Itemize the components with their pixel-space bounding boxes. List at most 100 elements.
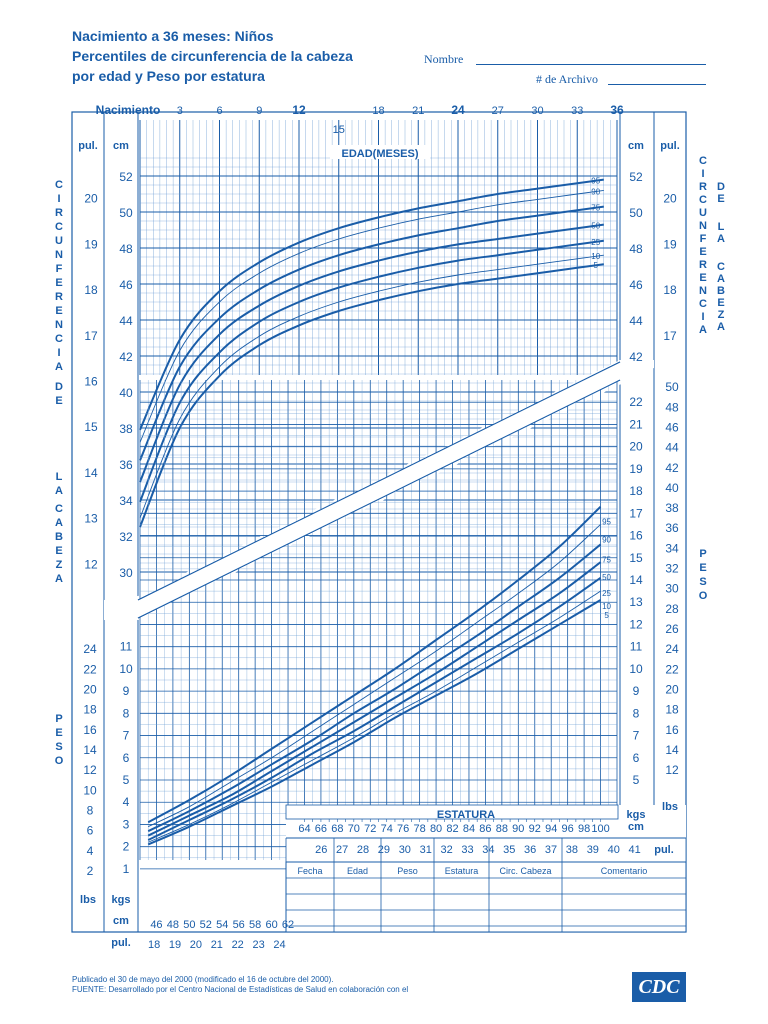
wl-kg-tick-left: 3 <box>123 817 130 831</box>
wl-cm-tick-strip: 92 <box>529 823 541 835</box>
wl-lb-tick-right: 30 <box>665 582 679 596</box>
wl-percentile-75 <box>147 543 602 833</box>
hc-in-tick-left: 17 <box>84 329 98 343</box>
wl-cm-tick-bottom: 58 <box>249 919 261 931</box>
wl-lb-tick-right: 28 <box>665 602 679 616</box>
wl-lb-tick-right: 14 <box>665 743 679 757</box>
hc-ylabel-right-4: A <box>717 321 725 333</box>
wl-percentile-25 <box>147 576 602 841</box>
wl-lb-tick-left: 14 <box>83 743 97 757</box>
record-table-header: Estatura <box>445 866 479 876</box>
wl-percentile-10 <box>148 590 601 843</box>
wl-cm-tick-bottom: 60 <box>265 919 277 931</box>
wl-kg-tick-right: 15 <box>629 551 643 565</box>
hc-percentile-label-25: 25 <box>591 238 600 247</box>
record-field[interactable] <box>608 84 706 85</box>
wl-in-tick-strip: 35 <box>503 844 515 856</box>
wl-ylabel-right: E <box>699 562 706 574</box>
wl-unit-in-strip: pul. <box>654 844 674 856</box>
wl-kg-tick-right: 16 <box>629 529 643 543</box>
wl-in-tick-strip: 28 <box>357 844 369 856</box>
hc-percentile-50 <box>139 223 604 483</box>
age-tick-label: 3 <box>177 105 183 117</box>
wl-kg-tick-left: 1 <box>123 862 130 876</box>
wl-kg-tick-right: 10 <box>629 662 643 676</box>
wl-ylabel-left: E <box>55 727 62 739</box>
wl-kg-tick-right: 9 <box>633 684 640 698</box>
wl-cm-tick-strip: 88 <box>496 823 508 835</box>
wl-cm-tick-strip: 96 <box>562 823 574 835</box>
wl-percentile-label-25: 25 <box>602 589 611 598</box>
hc-ylabel-left-4: C <box>55 503 63 515</box>
wl-cm-tick-bottom: 54 <box>216 919 228 931</box>
wl-in-tick-strip: 39 <box>587 844 599 856</box>
chart-title: Nacimiento a 36 meses: Niños Percentiles… <box>72 26 353 86</box>
hc-ylabel-left-4: A <box>55 517 63 529</box>
hc-ylabel-right-1: R <box>699 259 707 271</box>
wl-lb-tick-right: 36 <box>665 521 679 535</box>
hc-percentile-label-95: 95 <box>591 177 600 186</box>
hc-percentile-95 <box>139 178 604 431</box>
wl-unit-cm-bottom: cm <box>113 915 129 927</box>
hc-ylabel-right-3: A <box>717 233 725 245</box>
hc-percentile-10 <box>139 254 604 519</box>
wl-kg-tick-right: 13 <box>629 595 643 609</box>
wl-ylabel-left: O <box>55 755 64 767</box>
wl-kg-tick-right: 20 <box>629 440 643 454</box>
hc-ylabel-right-1: I <box>701 168 704 180</box>
record-label: # de Archivo <box>536 72 598 86</box>
wl-lb-tick-right: 38 <box>665 501 679 515</box>
wl-kg-tick-left: 6 <box>123 751 130 765</box>
wl-cm-tick-strip: 74 <box>381 823 393 835</box>
wl-percentile-label-75: 75 <box>602 555 611 564</box>
wl-cm-tick-strip: 78 <box>413 823 425 835</box>
age-tick-label: 36 <box>610 103 624 117</box>
hc-cm-tick-right: 52 <box>629 170 643 184</box>
hc-percentile-label-10: 10 <box>591 252 600 261</box>
age-axis-label: EDAD(MESES) <box>341 148 418 160</box>
hc-ylabel-right-1: N <box>699 285 707 297</box>
wl-unit-kg-left: kgs <box>112 894 131 906</box>
stature-strip <box>285 804 619 820</box>
hc-percentile-90 <box>139 189 604 443</box>
hc-ylabel-right-1: C <box>699 155 707 167</box>
wl-in-tick-strip: 31 <box>420 844 432 856</box>
wl-lb-tick-right: 24 <box>665 642 679 656</box>
title-line-3: por edad y Peso por estatura <box>72 68 265 84</box>
age-start-label: Nacimiento <box>96 103 161 117</box>
hc-ylabel-right-1: E <box>699 272 706 284</box>
age-tick-label: 21 <box>412 105 424 117</box>
wl-in-tick-bottom: 22 <box>232 939 244 951</box>
stature-axis-label: ESTATURA <box>437 809 495 821</box>
wl-percentile-50 <box>147 561 602 837</box>
wl-kg-tick-right: 21 <box>629 417 643 431</box>
hc-unit-cm-right: cm <box>628 140 644 152</box>
title-line-1: Nacimiento a 36 meses: Niños <box>72 28 274 44</box>
hc-ylabel-left-1: C <box>55 221 63 233</box>
wl-lb-tick-left: 18 <box>83 703 97 717</box>
record-table-header: Circ. Cabeza <box>499 866 551 876</box>
diagonal-edge-top-2 <box>137 361 621 601</box>
hc-in-tick-left: 16 <box>84 374 98 388</box>
hc-in-tick-left: 18 <box>84 283 98 297</box>
hc-ylabel-right-1: N <box>699 220 707 232</box>
wl-ylabel-right: O <box>699 590 708 602</box>
hc-in-tick-right: 20 <box>663 192 677 206</box>
wl-kg-tick-left: 8 <box>123 706 130 720</box>
name-field[interactable] <box>476 64 706 65</box>
wl-in-tick-bottom: 24 <box>273 939 285 951</box>
wl-percentile-label-95: 95 <box>602 518 611 527</box>
hc-percentile-label-5: 5 <box>594 261 599 270</box>
table-bg <box>286 805 686 932</box>
hc-ylabel-left-4: B <box>55 531 63 543</box>
hc-in-tick-right: 19 <box>663 237 677 251</box>
hc-percentile-75 <box>139 205 604 461</box>
wl-cm-tick-strip: 72 <box>364 823 376 835</box>
record-table-header: Peso <box>397 866 418 876</box>
wl-cm-tick-strip: 90 <box>512 823 524 835</box>
hc-ylabel-left-1: I <box>57 193 60 205</box>
wl-ylabel-left: S <box>55 741 62 753</box>
wl-kg-tick-right: 19 <box>629 462 643 476</box>
wl-in-tick-strip: 41 <box>628 844 640 856</box>
age-tick-label: 6 <box>216 105 222 117</box>
